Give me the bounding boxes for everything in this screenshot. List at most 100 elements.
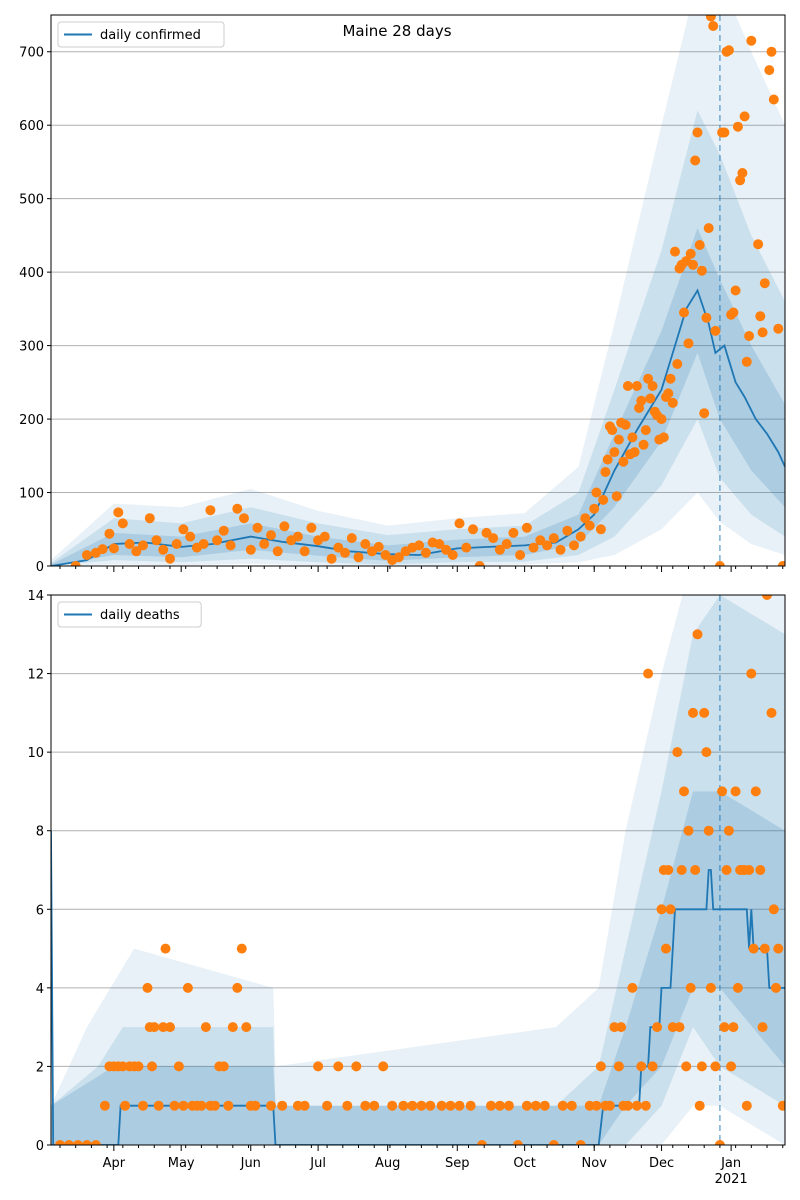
observed-point <box>739 111 750 122</box>
observed-point <box>474 561 485 566</box>
observed-point <box>768 904 779 915</box>
observed-point <box>667 397 678 408</box>
observed-point <box>613 434 624 445</box>
observed-point <box>306 522 317 533</box>
observed-point <box>645 393 656 404</box>
observed-point <box>454 518 465 529</box>
x-tick-label: Jan <box>720 1156 741 1171</box>
observed-point <box>607 425 618 436</box>
observed-point <box>681 1061 692 1072</box>
observed-point <box>741 1100 752 1111</box>
observed-point <box>640 425 651 436</box>
observed-point <box>721 865 732 875</box>
observed-point <box>120 1100 131 1111</box>
observed-point <box>744 865 755 875</box>
observed-point <box>239 513 249 524</box>
observed-point <box>746 668 757 679</box>
observed-point <box>158 544 169 555</box>
observed-point <box>512 1140 523 1145</box>
observed-point <box>638 439 649 450</box>
observed-point <box>672 747 683 758</box>
observed-point <box>705 982 716 993</box>
observed-point <box>218 1061 229 1072</box>
observed-point <box>468 524 478 535</box>
observed-point <box>55 1140 65 1145</box>
legend-box <box>57 601 202 628</box>
observed-point <box>773 943 784 954</box>
observed-point <box>714 1140 725 1145</box>
observed-point <box>266 1100 276 1111</box>
observed-point <box>232 982 243 993</box>
observed-point <box>768 94 779 105</box>
y-tick-label: 400 <box>19 266 44 281</box>
x-tick-label: Dec <box>649 1156 674 1171</box>
observed-point <box>744 331 755 341</box>
observed-point <box>692 629 703 640</box>
observed-point <box>178 1100 189 1111</box>
observed-point <box>515 550 526 560</box>
y-tick-label: 0 <box>36 560 44 575</box>
observed-point <box>748 943 759 954</box>
observed-point <box>701 312 712 323</box>
observed-point <box>416 1100 427 1111</box>
observed-point <box>351 1061 362 1072</box>
observed-point <box>694 1100 705 1111</box>
observed-point <box>699 408 710 419</box>
observed-point <box>569 540 579 551</box>
observed-point <box>133 1061 144 1072</box>
observed-point <box>703 825 714 836</box>
observed-point <box>236 943 247 954</box>
observed-point <box>503 1100 514 1111</box>
observed-point <box>528 542 539 553</box>
observed-point <box>266 530 276 541</box>
observed-point <box>436 1100 447 1111</box>
observed-point <box>232 503 243 514</box>
observed-point <box>173 1061 184 1072</box>
observed-point <box>613 1061 624 1072</box>
observed-point <box>292 531 303 542</box>
observed-point <box>762 595 772 600</box>
observed-point <box>755 311 766 322</box>
observed-point <box>64 1140 74 1145</box>
observed-point <box>198 539 209 549</box>
observed-point <box>589 503 600 514</box>
observed-point <box>679 786 689 797</box>
observed-point <box>647 381 658 391</box>
observed-point <box>764 65 775 76</box>
observed-point <box>728 1022 739 1033</box>
observed-point <box>631 1100 642 1111</box>
observed-point <box>461 542 472 553</box>
observed-point <box>542 540 553 551</box>
observed-point <box>360 1100 371 1111</box>
legend-box <box>57 21 225 48</box>
observed-point <box>730 285 741 296</box>
observed-point <box>759 943 770 954</box>
observed-point <box>144 513 155 524</box>
observed-point <box>595 1061 606 1072</box>
legend: daily confirmed <box>57 21 225 48</box>
observed-point <box>178 524 189 535</box>
observed-point <box>643 373 654 384</box>
plot-area <box>51 15 785 566</box>
observed-point <box>200 1022 211 1033</box>
observed-point <box>679 307 689 318</box>
observed-point <box>477 1140 487 1145</box>
observed-point <box>259 539 270 549</box>
observed-point <box>732 121 743 132</box>
observed-point <box>766 46 777 57</box>
observed-point <box>171 539 182 549</box>
observed-point <box>205 505 216 516</box>
observed-point <box>611 491 622 502</box>
observed-point <box>591 487 602 498</box>
observed-point <box>663 388 674 399</box>
observed-point <box>104 528 115 539</box>
y-tick-label: 12 <box>27 668 44 683</box>
observed-point <box>766 707 777 718</box>
observed-point <box>591 1100 602 1111</box>
observed-point <box>640 1100 651 1111</box>
observed-point <box>622 381 633 391</box>
y-tick-label: 2 <box>36 1060 44 1075</box>
x-tick-label: Aug <box>375 1156 400 1171</box>
observed-point <box>445 1100 456 1111</box>
